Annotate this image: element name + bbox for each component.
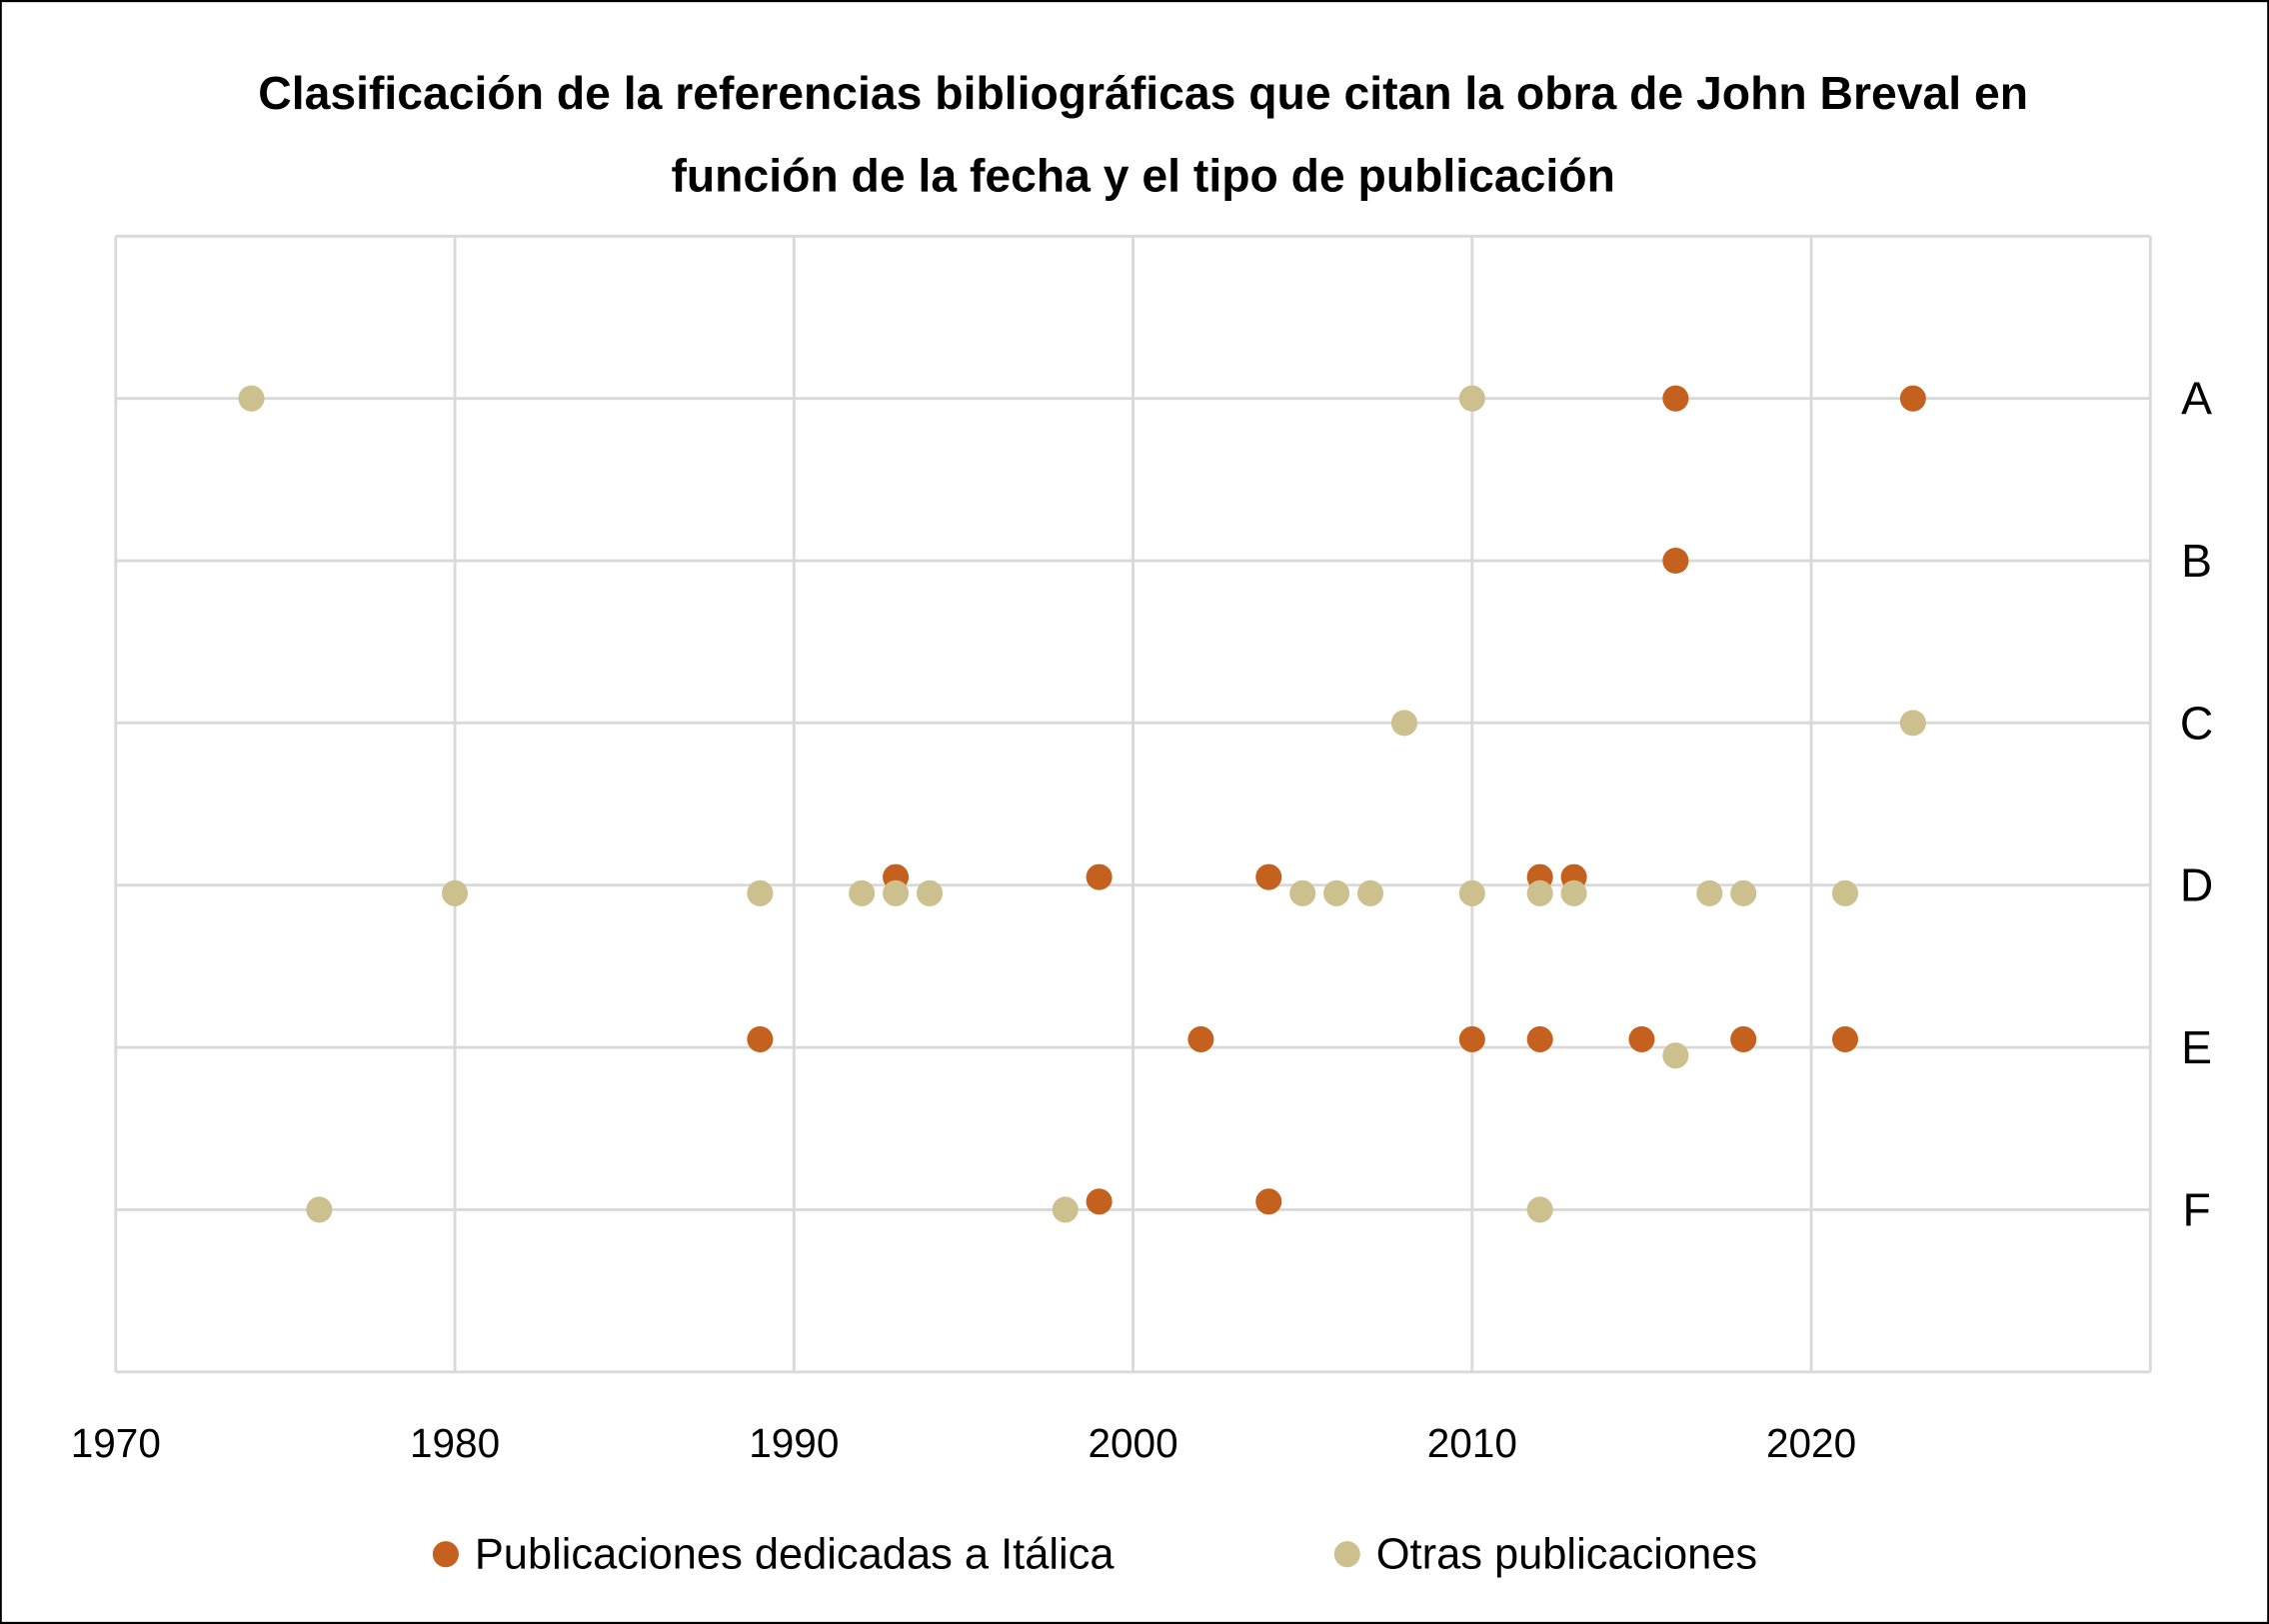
point-otras [916, 879, 944, 906]
legend-label-otras: Otras publicaciones [1376, 1531, 1757, 1579]
point-italica [1831, 1025, 1858, 1052]
point-italica [1255, 1188, 1282, 1215]
x-tick-label: 2010 [1427, 1420, 1517, 1466]
point-otras [747, 879, 774, 906]
point-italica [1458, 1025, 1485, 1052]
y-category-label: C [2180, 697, 2213, 749]
legend-label-italica: Publicaciones dedicadas a Itálica [475, 1531, 1116, 1579]
y-category-label: A [2181, 373, 2212, 425]
legend: Publicaciones dedicadas a Itálica Otras … [432, 1531, 1757, 1579]
y-category-label: E [2181, 1021, 2212, 1073]
y-category-label: F [2182, 1183, 2210, 1235]
point-otras [1458, 385, 1485, 412]
point-italica [1526, 1025, 1553, 1052]
y-axis-categories: A B C D E F [2180, 373, 2213, 1236]
x-tick-label: 1980 [410, 1420, 500, 1466]
point-otras [1526, 879, 1553, 906]
x-tick-label: 1990 [749, 1420, 839, 1466]
x-tick-label: 2020 [1766, 1420, 1856, 1466]
point-italica [1628, 1025, 1655, 1052]
point-italica [1086, 1188, 1113, 1215]
y-category-label: D [2180, 859, 2213, 911]
point-otras [1323, 879, 1350, 906]
point-otras [1696, 879, 1723, 906]
point-italica [1730, 1025, 1757, 1052]
point-italica [1899, 385, 1926, 412]
legend-marker-italica [432, 1541, 459, 1568]
point-otras [1560, 879, 1587, 906]
point-otras [1289, 879, 1316, 906]
point-otras [442, 879, 469, 906]
point-otras [238, 385, 265, 412]
point-otras [1899, 710, 1926, 737]
point-italica [1662, 547, 1689, 575]
point-otras [1662, 1042, 1689, 1069]
chart-title-line-2: función de la fecha y el tipo de publica… [671, 149, 1614, 201]
point-otras [1831, 879, 1858, 906]
point-otras [306, 1196, 333, 1223]
x-tick-label: 2000 [1088, 1420, 1177, 1466]
point-italica [1255, 863, 1282, 890]
chart-title-line-1: Clasificación de la referencias bibliogr… [258, 67, 2028, 119]
point-otras [849, 879, 876, 906]
point-otras [1356, 879, 1384, 906]
point-otras [1526, 1196, 1553, 1223]
legend-marker-otras [1333, 1541, 1360, 1568]
point-otras [1458, 879, 1485, 906]
x-tick-label: 1970 [71, 1420, 161, 1466]
data-points [238, 385, 1926, 1223]
point-otras [1730, 879, 1757, 906]
point-otras [1052, 1196, 1079, 1223]
point-otras [883, 879, 910, 906]
point-otras [1390, 710, 1417, 737]
point-italica [1187, 1025, 1214, 1052]
point-italica [747, 1025, 774, 1052]
y-category-label: B [2181, 535, 2212, 587]
point-italica [1662, 385, 1689, 412]
point-italica [1086, 863, 1113, 890]
x-axis-ticks: 1970 1980 1990 2000 2010 2020 [71, 1420, 1856, 1466]
